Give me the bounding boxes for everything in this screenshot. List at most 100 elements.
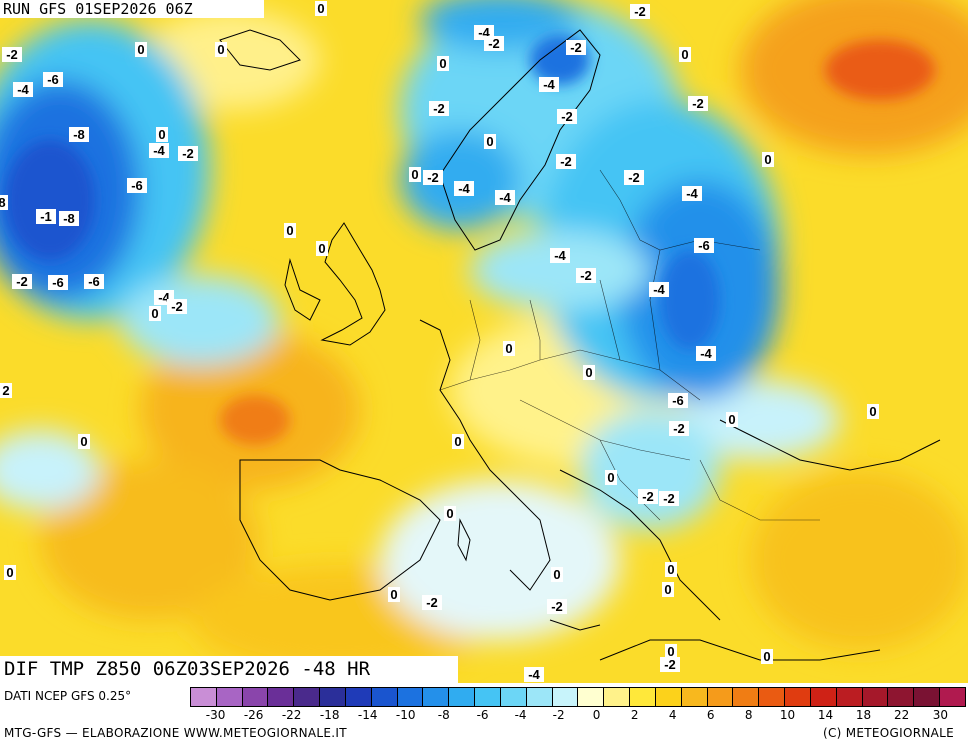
color-swatch bbox=[630, 688, 656, 706]
svg-text:-2: -2 bbox=[433, 101, 445, 116]
color-swatch bbox=[449, 688, 476, 706]
svg-text:-2: -2 bbox=[560, 154, 572, 169]
color-swatch bbox=[707, 688, 734, 706]
scale-tick-label: -26 bbox=[243, 708, 264, 722]
svg-text:-8: -8 bbox=[63, 211, 75, 226]
contour-value-label: -4 bbox=[454, 181, 474, 196]
contour-value-label: -6 bbox=[84, 274, 104, 289]
svg-text:-2: -2 bbox=[488, 36, 500, 51]
contour-value-label: -2 bbox=[12, 274, 32, 289]
svg-text:-4: -4 bbox=[528, 667, 540, 682]
contour-value-label: 0 bbox=[605, 470, 617, 485]
scale-tick-label: -22 bbox=[281, 708, 302, 722]
color-swatch bbox=[681, 688, 708, 706]
svg-text:8: 8 bbox=[0, 195, 6, 210]
svg-text:0: 0 bbox=[151, 306, 158, 321]
scale-tick-label: 8 bbox=[744, 708, 753, 722]
contour-value-label: -6 bbox=[668, 393, 688, 408]
run-label: RUN GFS 01SEP2026 06Z bbox=[0, 0, 264, 18]
contour-value-label: 0 bbox=[583, 365, 595, 380]
contour-value-label: -2 bbox=[167, 299, 187, 314]
color-swatch bbox=[345, 688, 372, 706]
contour-value-label: 0 bbox=[284, 223, 296, 238]
svg-text:-2: -2 bbox=[570, 40, 582, 55]
color-swatch bbox=[371, 688, 398, 706]
contour-value-label: -2 bbox=[557, 109, 577, 124]
contour-value-label: 0 bbox=[452, 434, 464, 449]
svg-text:-2: -2 bbox=[561, 109, 573, 124]
scale-tick-label: 10 bbox=[779, 708, 796, 722]
svg-text:-2: -2 bbox=[426, 595, 438, 610]
svg-text:-2: -2 bbox=[171, 299, 183, 314]
svg-text:0: 0 bbox=[505, 341, 512, 356]
contour-value-label: 0 bbox=[662, 582, 674, 597]
svg-text:0: 0 bbox=[6, 565, 13, 580]
scale-tick-label: 6 bbox=[706, 708, 715, 722]
scale-tick-label: -8 bbox=[437, 708, 450, 722]
contour-value-label: 0 bbox=[316, 241, 328, 256]
contour-value-label: -8 bbox=[69, 127, 89, 142]
color-swatch bbox=[191, 688, 217, 706]
contour-value-label: -2 bbox=[624, 170, 644, 185]
color-swatch bbox=[294, 688, 321, 706]
contour-value-label: 0 bbox=[665, 562, 677, 577]
contour-value-label: 0 bbox=[156, 127, 168, 142]
svg-text:-4: -4 bbox=[653, 282, 665, 297]
contour-value-label: 8 bbox=[0, 195, 8, 210]
svg-text:-4: -4 bbox=[17, 82, 29, 97]
contour-value-label: -4 bbox=[539, 77, 559, 92]
contour-value-label: 0 bbox=[444, 506, 456, 521]
svg-text:-6: -6 bbox=[52, 275, 64, 290]
contour-value-label: 0 bbox=[149, 306, 161, 321]
contour-value-label: -2 bbox=[669, 421, 689, 436]
contour-value-label: 0 bbox=[679, 47, 691, 62]
svg-text:-8: -8 bbox=[73, 127, 85, 142]
contour-value-label: -4 bbox=[550, 248, 570, 263]
color-swatch bbox=[423, 688, 450, 706]
svg-text:-2: -2 bbox=[16, 274, 28, 289]
color-scale-ticks: -30 -26 -22 -18 -14 -10 -8 -6 -4 -2 0 2 4 6 8 10 14 18 22 3… bbox=[190, 708, 966, 724]
color-swatch bbox=[578, 688, 605, 706]
scale-tick-label: 18 bbox=[855, 708, 872, 722]
contour-value-label: 0 bbox=[78, 434, 90, 449]
contour-value-label: -2 bbox=[638, 489, 658, 504]
scale-tick-label: 0 bbox=[592, 708, 601, 722]
contour-value-label: 0 bbox=[867, 404, 879, 419]
color-swatch bbox=[914, 688, 941, 706]
contour-value-label: -2 bbox=[576, 268, 596, 283]
contour-value-label: -4 bbox=[696, 346, 716, 361]
anomaly-cores bbox=[5, 35, 935, 445]
svg-text:0: 0 bbox=[411, 167, 418, 182]
scale-tick-label: -4 bbox=[514, 708, 527, 722]
svg-text:-2: -2 bbox=[642, 489, 654, 504]
contour-value-label: 0 bbox=[726, 412, 738, 427]
svg-text:-6: -6 bbox=[47, 72, 59, 87]
color-swatch bbox=[475, 688, 501, 706]
svg-text:0: 0 bbox=[585, 365, 592, 380]
color-swatch bbox=[268, 688, 295, 706]
contour-value-label: -2 bbox=[178, 146, 198, 161]
color-swatch bbox=[526, 688, 553, 706]
contour-value-label: -2 bbox=[630, 4, 650, 19]
contour-value-label: -2 bbox=[484, 36, 504, 51]
svg-text:0: 0 bbox=[667, 562, 674, 577]
color-swatch bbox=[242, 688, 269, 706]
contour-value-label: -2 bbox=[547, 599, 567, 614]
color-swatch bbox=[500, 688, 527, 706]
svg-text:-2: -2 bbox=[663, 491, 675, 506]
contour-value-label: -2 bbox=[688, 96, 708, 111]
svg-text:-4: -4 bbox=[700, 346, 712, 361]
contour-value-label: 2 bbox=[0, 383, 12, 398]
contour-value-label: -2 bbox=[566, 40, 586, 55]
svg-text:0: 0 bbox=[763, 649, 770, 664]
color-swatch bbox=[320, 688, 346, 706]
svg-text:0: 0 bbox=[217, 42, 224, 57]
scale-tick-label: -10 bbox=[395, 708, 416, 722]
svg-text:0: 0 bbox=[446, 506, 453, 521]
contour-value-label: 0 bbox=[437, 56, 449, 71]
svg-text:-2: -2 bbox=[692, 96, 704, 111]
color-swatch bbox=[810, 688, 837, 706]
svg-text:-4: -4 bbox=[686, 186, 698, 201]
